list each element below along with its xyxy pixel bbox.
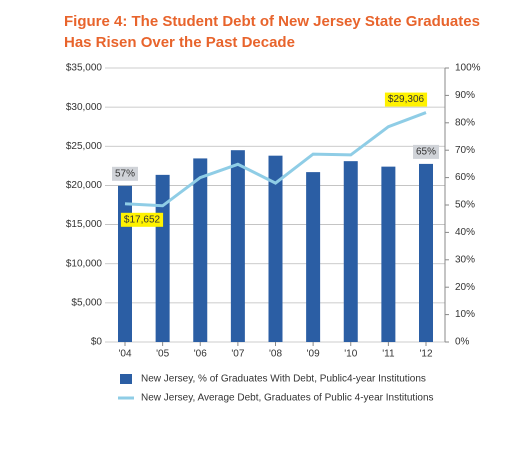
data-label-bg xyxy=(384,92,428,107)
data-label: $17,652 xyxy=(124,214,161,225)
bar xyxy=(268,155,283,342)
bar xyxy=(381,166,396,342)
data-label: $29,306 xyxy=(388,94,425,105)
y-tick-label: $20,000 xyxy=(66,180,103,191)
x-tick-label: '12 xyxy=(419,349,432,360)
bar xyxy=(193,158,208,342)
y2-tick-label: 0% xyxy=(455,337,470,348)
data-label: 57% xyxy=(115,168,135,179)
line xyxy=(124,111,427,208)
y2-tick-label: 80% xyxy=(455,117,475,128)
x-tick-label: '07 xyxy=(231,349,244,360)
chart-title: Has Risen Over the Past Decade xyxy=(64,34,295,51)
y-tick-label: $30,000 xyxy=(66,102,103,113)
y2-tick-label: 10% xyxy=(455,309,475,320)
data-label-bg xyxy=(120,212,164,227)
y-tick-label: $25,000 xyxy=(66,141,103,152)
legend-label: New Jersey, % of Graduates With Debt, Pu… xyxy=(141,374,426,385)
bar xyxy=(419,163,433,342)
y2-tick-label: 100% xyxy=(455,63,481,74)
legend-label: New Jersey, Average Debt, Graduates of P… xyxy=(141,393,434,404)
chart-title: Figure 4: The Student Debt of New Jersey… xyxy=(64,13,480,30)
data-label: 65% xyxy=(416,147,436,158)
bar xyxy=(306,172,321,342)
bar xyxy=(230,150,245,342)
y2-tick-label: 20% xyxy=(455,282,475,293)
y2-tick-label: 70% xyxy=(455,145,475,156)
x-tick-label: '09 xyxy=(307,349,320,360)
x-tick-label: '08 xyxy=(269,349,282,360)
bar xyxy=(155,174,170,342)
y-tick-label: $10,000 xyxy=(66,258,103,269)
y-tick-label: $35,000 xyxy=(66,63,103,74)
data-label-group: 57% xyxy=(111,166,139,181)
y2-tick-label: 30% xyxy=(455,254,475,265)
y-tick-label: $5,000 xyxy=(71,297,102,308)
bar xyxy=(343,161,358,342)
x-tick-label: '05 xyxy=(156,349,169,360)
data-label-bg xyxy=(412,144,440,159)
legend-swatch xyxy=(120,374,132,384)
data-label-group: 65% xyxy=(412,144,440,159)
x-tick-label: '06 xyxy=(194,349,207,360)
x-tick-label: '11 xyxy=(382,349,395,360)
y2-tick-label: 90% xyxy=(455,90,475,101)
data-label-bg xyxy=(111,166,139,181)
x-tick-label: '10 xyxy=(344,349,357,360)
y-tick-label: $15,000 xyxy=(66,219,103,230)
x-tick-label: '04 xyxy=(118,349,131,360)
y2-tick-label: 40% xyxy=(455,227,475,238)
y-tick-label: $0 xyxy=(91,337,103,348)
data-label-group: $29,306 xyxy=(384,92,428,107)
bar xyxy=(118,185,132,342)
data-label-group: $17,652 xyxy=(120,212,164,227)
y2-tick-label: 60% xyxy=(455,172,475,183)
y2-tick-label: 50% xyxy=(455,200,475,211)
